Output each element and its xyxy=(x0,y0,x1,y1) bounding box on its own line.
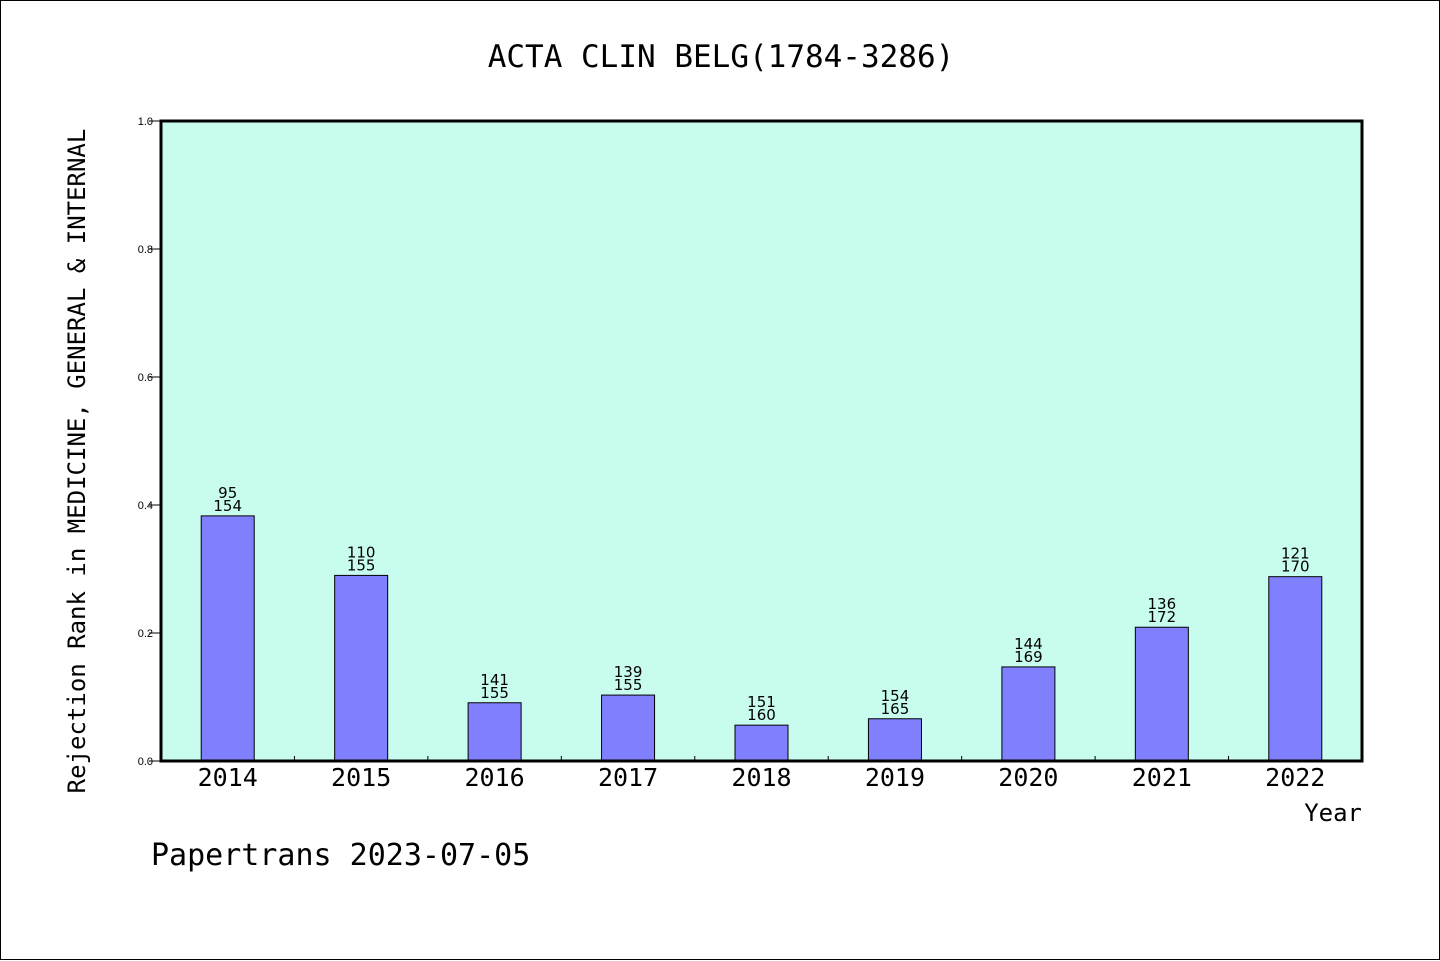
y-tick-label: 0.0 xyxy=(138,756,153,768)
y-tick-label: 0.6 xyxy=(138,372,153,384)
bar-2017 xyxy=(601,694,656,762)
x-tick-label: 2019 xyxy=(865,763,925,792)
x-tick-label: 2014 xyxy=(198,763,258,792)
bar-data-label: 155 xyxy=(614,676,643,694)
footer-credit: Papertrans 2023-07-05 xyxy=(151,838,530,873)
bar-data-label: 95 xyxy=(218,484,237,502)
bar-data-label: 154 xyxy=(213,497,242,515)
bar-data-label: 160 xyxy=(747,706,776,724)
chart-title: ACTA CLIN BELG(1784-3286) xyxy=(488,39,955,75)
bar-data-label: 155 xyxy=(480,684,509,702)
bar-data-label: 155 xyxy=(347,556,376,574)
bar-2019 xyxy=(867,718,922,762)
plot-border xyxy=(159,119,1364,763)
bar-data-label: 141 xyxy=(480,671,509,689)
bar-data-label: 136 xyxy=(1148,595,1177,613)
bar-2015 xyxy=(334,574,389,762)
x-tick-label: 2022 xyxy=(1265,763,1325,792)
y-tick-label: 0.8 xyxy=(138,244,153,256)
x-axis: 2014 2015 2016 2017 2018 2019 2020 2021 2022 xyxy=(198,756,1325,792)
bar-2020 xyxy=(1001,666,1056,762)
x-axis-label: Year xyxy=(1304,799,1362,827)
x-tick-label: 2015 xyxy=(331,763,391,792)
y-axis-label: Rejection Rank in MEDICINE, GENERAL & IN… xyxy=(63,129,91,794)
bar-2021 xyxy=(1134,626,1189,762)
x-tick-label: 2021 xyxy=(1132,763,1192,792)
y-tick-label: 0.4 xyxy=(138,500,153,512)
x-tick-label: 2017 xyxy=(598,763,658,792)
bar-data-label: 121 xyxy=(1281,545,1310,563)
bar-data-label: 139 xyxy=(614,663,643,681)
bar-2022 xyxy=(1268,576,1323,762)
bar-data-label: 144 xyxy=(1014,635,1043,653)
bar-data-label: 154 xyxy=(881,687,910,705)
y-axis: 0.0 0.2 0.4 0.6 0.8 1.0 xyxy=(138,116,161,768)
bar-2018 xyxy=(734,724,789,762)
x-tick-label: 2018 xyxy=(731,763,791,792)
bar-2014 xyxy=(200,515,255,762)
bar-series xyxy=(200,515,1323,762)
x-tick-label: 2016 xyxy=(465,763,525,792)
bar-2016 xyxy=(467,702,522,762)
bar-data-label: 151 xyxy=(747,693,776,711)
bar-data-label: 169 xyxy=(1014,648,1043,666)
data-labels: 9515411015514115513915515116015416514416… xyxy=(213,484,1309,724)
y-tick-label: 0.2 xyxy=(138,628,153,640)
x-tick-label: 2020 xyxy=(998,763,1058,792)
bar-data-label: 170 xyxy=(1281,558,1310,576)
bar-data-label: 165 xyxy=(881,700,910,718)
y-tick-label: 1.0 xyxy=(138,116,153,128)
bar-data-label: 110 xyxy=(347,543,376,561)
bar-data-label: 172 xyxy=(1148,608,1177,626)
